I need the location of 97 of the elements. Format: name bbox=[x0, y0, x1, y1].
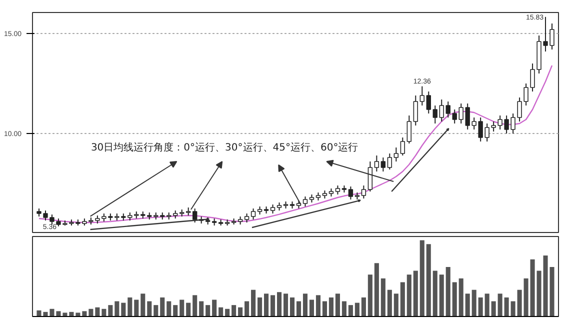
candlestick bbox=[432, 105, 438, 124]
candlestick bbox=[348, 186, 354, 200]
candlestick bbox=[380, 157, 386, 172]
candlestick bbox=[413, 95, 418, 126]
candlestick bbox=[420, 86, 424, 106]
bar bbox=[354, 302, 360, 316]
bar bbox=[452, 282, 457, 316]
bar bbox=[491, 301, 496, 316]
bar bbox=[258, 297, 262, 316]
bar bbox=[128, 297, 132, 316]
candlestick bbox=[192, 208, 198, 223]
bar bbox=[238, 307, 243, 316]
bar bbox=[62, 312, 68, 316]
bar bbox=[361, 297, 366, 316]
candlestick bbox=[426, 91, 431, 114]
line-series bbox=[38, 64, 553, 224]
bar bbox=[342, 301, 346, 316]
bar bbox=[180, 300, 184, 316]
bar bbox=[251, 290, 256, 316]
bar bbox=[276, 292, 282, 316]
candlestick bbox=[250, 208, 256, 220]
bar bbox=[439, 274, 444, 316]
bar bbox=[517, 290, 522, 316]
candlestick bbox=[387, 153, 392, 170]
bar bbox=[134, 300, 139, 316]
bar bbox=[387, 290, 392, 316]
bar bbox=[270, 295, 276, 316]
bar bbox=[173, 305, 178, 316]
bar bbox=[524, 278, 528, 316]
bar bbox=[400, 282, 405, 316]
candlestick bbox=[302, 196, 308, 207]
bar bbox=[147, 301, 152, 316]
bar bbox=[166, 301, 172, 316]
bar bbox=[160, 297, 165, 316]
bar bbox=[76, 312, 80, 316]
bar bbox=[114, 301, 120, 316]
bar bbox=[296, 301, 302, 316]
bar bbox=[244, 301, 250, 316]
bar bbox=[510, 301, 516, 316]
bar bbox=[264, 294, 269, 316]
bar bbox=[446, 266, 450, 316]
candlestick bbox=[517, 97, 522, 122]
bar bbox=[290, 297, 295, 316]
bar bbox=[309, 300, 314, 316]
bar bbox=[472, 290, 476, 316]
candlestick bbox=[374, 155, 380, 172]
bar bbox=[380, 278, 386, 316]
bar bbox=[406, 274, 412, 316]
bar bbox=[102, 308, 106, 316]
bar bbox=[394, 294, 398, 316]
bar bbox=[478, 297, 483, 316]
bar bbox=[368, 274, 372, 316]
bar bbox=[186, 302, 191, 316]
bar bbox=[465, 294, 470, 316]
candlestick bbox=[439, 99, 444, 122]
bar bbox=[88, 308, 94, 316]
bar bbox=[316, 295, 320, 316]
bar bbox=[121, 302, 126, 316]
bar bbox=[82, 311, 87, 316]
bar bbox=[413, 270, 418, 316]
bar bbox=[348, 305, 353, 316]
candlestick bbox=[368, 161, 373, 192]
bar bbox=[432, 270, 438, 316]
bar bbox=[218, 307, 224, 316]
candlestick bbox=[400, 137, 405, 156]
candlestick bbox=[50, 214, 54, 225]
candlestick bbox=[43, 210, 48, 221]
bar bbox=[95, 307, 100, 316]
bar bbox=[232, 305, 236, 316]
bar bbox=[199, 301, 204, 316]
bar bbox=[322, 301, 327, 316]
bar bbox=[140, 294, 146, 316]
bar bbox=[225, 308, 230, 316]
bar bbox=[206, 305, 210, 316]
candlestick bbox=[491, 121, 496, 132]
bar bbox=[154, 305, 158, 316]
candlestick bbox=[530, 63, 535, 92]
bar bbox=[458, 278, 464, 316]
bar bbox=[484, 294, 490, 316]
candlestick bbox=[524, 83, 528, 106]
bar bbox=[212, 300, 217, 316]
bar bbox=[426, 244, 431, 316]
candlestick bbox=[406, 115, 412, 144]
bar bbox=[108, 305, 113, 316]
annotation: 30日均线运行角度：0°运行、30°运行、45°运行、60°运行 bbox=[90, 141, 358, 154]
candlestick bbox=[361, 185, 366, 199]
bar bbox=[335, 294, 340, 316]
bar bbox=[498, 294, 502, 316]
bar bbox=[283, 294, 288, 316]
bar bbox=[504, 297, 509, 316]
candlestick bbox=[446, 101, 450, 118]
bar bbox=[192, 295, 198, 316]
bar bbox=[328, 297, 334, 316]
bar bbox=[302, 294, 308, 316]
bar bbox=[420, 240, 424, 316]
candlestick bbox=[394, 147, 398, 162]
bar bbox=[374, 263, 379, 316]
